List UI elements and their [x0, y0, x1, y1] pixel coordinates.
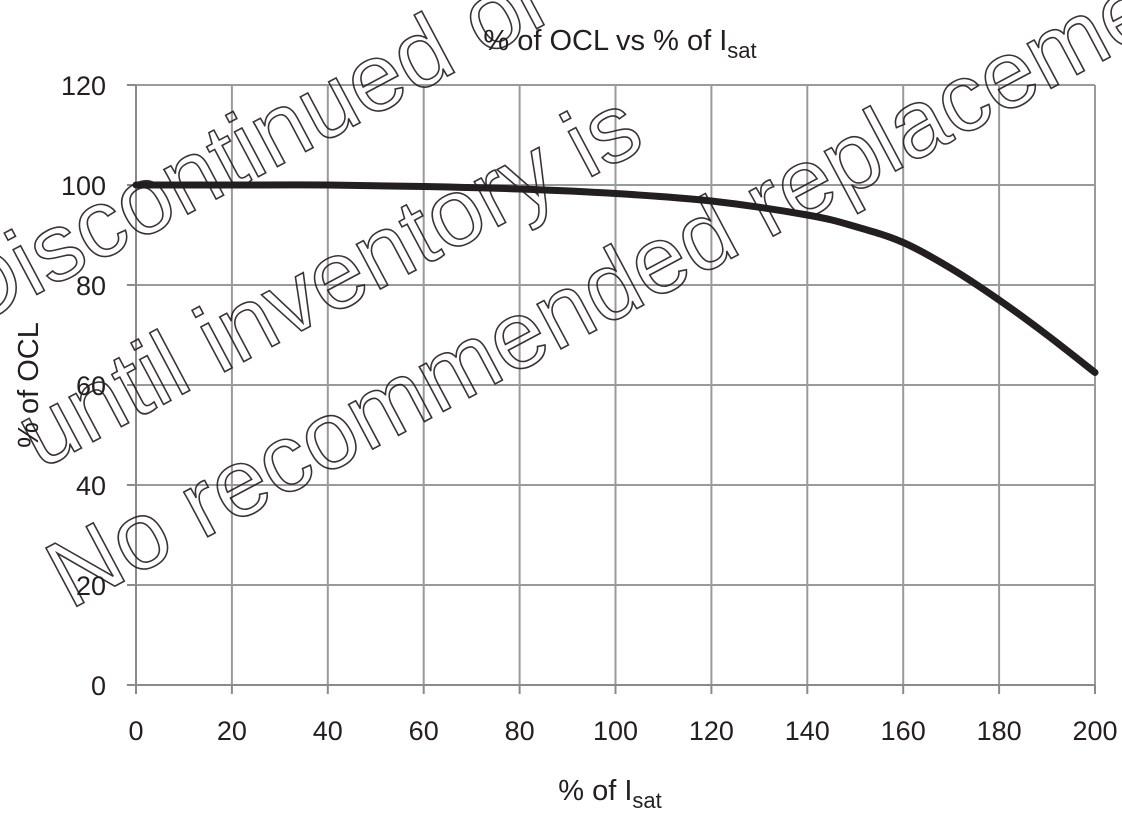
x-tick-label-10: 200 — [1072, 716, 1117, 746]
y-tick-labels: 0 20 40 60 80 100 120 — [61, 71, 106, 701]
x-tick-label-9: 180 — [977, 716, 1022, 746]
y-axis-title: % of OCL — [13, 322, 45, 448]
y-tick-label-0: 0 — [91, 671, 106, 701]
x-tick-labels: 0 20 40 60 80 100 120 140 160 180 200 — [128, 716, 1117, 746]
x-tick-label-3: 60 — [409, 716, 439, 746]
chart-title-main: % of OCL vs % of I — [483, 25, 727, 57]
x-axis-title: % of Isat — [558, 775, 662, 813]
x-tick-label-7: 140 — [785, 716, 830, 746]
x-tick-label-2: 40 — [313, 716, 343, 746]
x-tick-label-8: 160 — [881, 716, 926, 746]
grid — [136, 84, 1096, 685]
y-tick-label-4: 80 — [76, 271, 106, 301]
y-tick-label-3: 60 — [76, 371, 106, 401]
x-tick-label-1: 20 — [217, 716, 247, 746]
x-tick-label-4: 80 — [505, 716, 535, 746]
y-tick-label-2: 40 — [76, 471, 106, 501]
y-tick-label-1: 20 — [76, 571, 106, 601]
x-tick-label-6: 120 — [689, 716, 734, 746]
y-tick-label-6: 120 — [61, 71, 106, 101]
series — [132, 181, 1099, 376]
x-axis-title-main: % of I — [558, 775, 632, 807]
chart-title-subscript: sat — [727, 38, 756, 63]
watermark: Discontinued or until inventory is No re… — [0, 0, 1122, 629]
series-line-0 — [132, 181, 1099, 376]
x-tick-label-0: 0 — [128, 716, 143, 746]
x-tick-label-5: 100 — [593, 716, 638, 746]
chart-title: % of OCL vs % of Isat — [483, 25, 756, 63]
x-axis-title-subscript: sat — [632, 788, 661, 813]
y-tick-label-5: 100 — [61, 171, 106, 201]
